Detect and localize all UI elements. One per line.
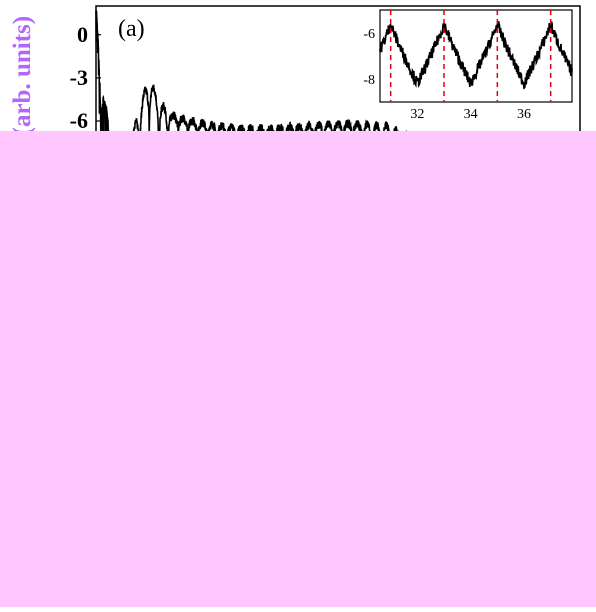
- pink-overlay: [0, 131, 596, 607]
- inset-y-tick-label: -8: [363, 73, 375, 88]
- y-tick-label: -6: [70, 108, 88, 133]
- inset-frame: [380, 10, 572, 102]
- y-tick-label: -3: [70, 65, 88, 90]
- inset-y-tick-label: -6: [363, 27, 375, 42]
- inset-x-tick-label: 34: [464, 107, 478, 122]
- y-tick-label: 0: [77, 22, 88, 47]
- inset-x-tick-label: 32: [410, 107, 424, 122]
- panel-label: (a): [118, 16, 145, 42]
- inset-x-tick-label: 36: [517, 107, 531, 122]
- inset-a: 32 34 36 -6 -8: [363, 10, 572, 122]
